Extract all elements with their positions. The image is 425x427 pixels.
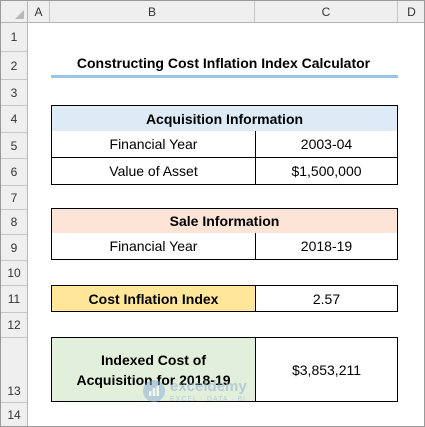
cii-value-cell[interactable]: 2.57: [255, 285, 398, 312]
cii-label-cell[interactable]: Cost Inflation Index: [51, 285, 256, 312]
column-header-b[interactable]: B: [50, 1, 255, 23]
row-header-5[interactable]: 5: [1, 133, 28, 159]
row-header-8[interactable]: 8: [1, 210, 28, 235]
row-header-9[interactable]: 9: [1, 235, 28, 261]
exceldemy-logo-icon: [143, 380, 165, 402]
sale-year-value-cell[interactable]: 2018-19: [255, 233, 398, 260]
sale-header-cell[interactable]: Sale Information: [51, 208, 398, 234]
column-header-a[interactable]: A: [28, 1, 50, 23]
row-header-2[interactable]: 2: [1, 52, 28, 80]
select-all-corner[interactable]: [1, 1, 28, 23]
sale-year-label-cell[interactable]: Financial Year: [51, 233, 256, 260]
row-header-14[interactable]: 14: [1, 403, 28, 426]
row-header-4[interactable]: 4: [1, 106, 28, 133]
select-all-triangle-icon: [15, 10, 24, 19]
acquisition-year-value-cell[interactable]: 2003-04: [255, 131, 398, 158]
row-header-1[interactable]: 1: [1, 23, 28, 52]
row-header-7[interactable]: 7: [1, 186, 28, 210]
exceldemy-watermark: exceldemy EXCEL · DATA · BI: [143, 379, 247, 403]
row-header-13[interactable]: 13: [1, 338, 28, 403]
acquisition-year-label-cell[interactable]: Financial Year: [51, 131, 256, 158]
row-header-12[interactable]: 12: [1, 313, 28, 338]
asset-value-label-cell[interactable]: Value of Asset: [51, 157, 256, 185]
watermark-tagline: EXCEL · DATA · BI: [170, 396, 246, 403]
watermark-name: exceldemy: [170, 378, 247, 395]
row-header-11[interactable]: 11: [1, 286, 28, 313]
column-header-c[interactable]: C: [255, 1, 398, 23]
indexed-cost-value-cell[interactable]: $3,853,211: [255, 337, 398, 402]
row-header-6[interactable]: 6: [1, 159, 28, 186]
row-header-10[interactable]: 10: [1, 261, 28, 286]
title-underline: [51, 75, 398, 78]
asset-value-cell[interactable]: $1,500,000: [255, 157, 398, 185]
page-title: Constructing Cost Inflation Index Calcul…: [76, 55, 371, 71]
row-header-3[interactable]: 3: [1, 80, 28, 106]
column-header-d[interactable]: D: [398, 1, 424, 23]
acquisition-header-cell[interactable]: Acquisition Information: [51, 105, 398, 132]
